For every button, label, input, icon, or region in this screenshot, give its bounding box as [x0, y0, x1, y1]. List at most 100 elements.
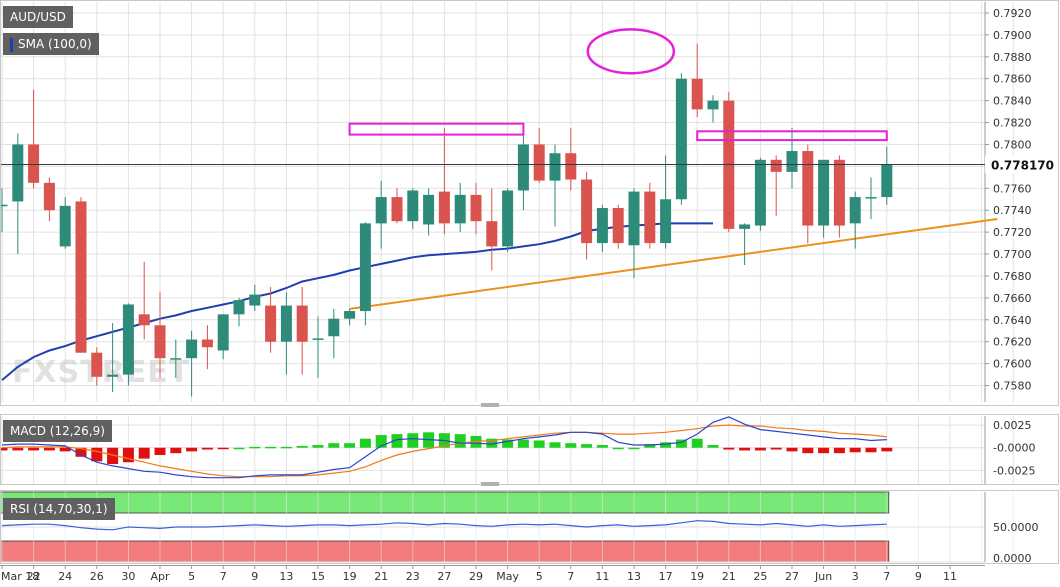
- date-tick-label-18: 7: [567, 570, 574, 583]
- macd-hist-bar-33: [517, 439, 529, 448]
- ascending-trendline: [349, 217, 998, 310]
- macd-hist-bar-39: [612, 447, 624, 450]
- price-tick-label-5: 0.7680: [993, 270, 1032, 283]
- candle-body-56: [881, 164, 893, 198]
- candle-body-49: [770, 159, 782, 172]
- macd-legend-label: MACD (12,26,9): [10, 424, 105, 438]
- rsi-panel[interactable]: 50.0000 0.0000: [0, 490, 1060, 565]
- rsi-panel-frame: [0, 490, 1059, 564]
- price-tick-label-16: 0.7900: [993, 29, 1032, 42]
- candle-body-27: [423, 194, 435, 225]
- candle-body-42: [660, 199, 672, 244]
- macd-panel-frame: [0, 414, 1059, 485]
- macd-hist-bar-46: [723, 447, 735, 450]
- candle-body-7: [107, 374, 119, 377]
- candle-body-43: [675, 78, 687, 200]
- macd-hist-bar-42: [660, 442, 672, 448]
- date-tick-label-12: 21: [374, 570, 388, 583]
- candle-body-22: [344, 311, 356, 319]
- date-tick-label-16: May: [496, 570, 519, 583]
- macd-resize-handle: [481, 482, 499, 486]
- candle-body-6: [91, 352, 103, 377]
- macd-hist-bar-3: [43, 447, 55, 451]
- candle-body-47: [739, 224, 751, 229]
- macd-tick-label-2: -0.0025: [993, 464, 1035, 477]
- macd-hist-bar-0: [0, 447, 8, 451]
- macd-hist-bar-1: [12, 447, 24, 451]
- candle-body-48: [754, 159, 766, 226]
- sma-color-swatch: [10, 37, 13, 52]
- candle-body-34: [533, 144, 545, 181]
- price-panel-frame: [0, 0, 1059, 406]
- date-tick-label-1: 22: [27, 570, 41, 583]
- macd-hist-bar-26: [407, 433, 419, 448]
- rsi-legend-label: RSI (14,70,30,1): [10, 502, 108, 516]
- candle-body-45: [707, 100, 719, 110]
- date-tick-label-7: 7: [220, 570, 227, 583]
- candle-body-55: [865, 197, 877, 199]
- current-price-label: 0.778170: [991, 159, 1054, 173]
- symbol-legend-label: AUD/USD: [10, 10, 66, 24]
- macd-hist-bar-5: [75, 447, 87, 457]
- price-chart-panel[interactable]: 0.7580 0.7600 0.7620 0.7640 0.7660 0.7680 0.77…: [0, 0, 1060, 407]
- macd-hist-bar-45: [707, 445, 719, 448]
- macd-hist-bar-52: [818, 447, 830, 454]
- symbol-legend[interactable]: AUD/USD: [3, 6, 73, 28]
- candle-body-39: [612, 208, 624, 244]
- macd-hist-bar-21: [328, 443, 340, 448]
- date-tick-label-5: Apr: [150, 570, 170, 583]
- macd-hist-bar-7: [107, 447, 119, 465]
- candle-body-13: [201, 339, 213, 348]
- macd-hist-bar-11: [170, 447, 182, 454]
- macd-hist-bar-31: [486, 438, 498, 448]
- candle-body-11: [170, 358, 182, 360]
- sma-legend-label: SMA (100,0): [18, 37, 92, 51]
- date-tick-label-11: 19: [343, 570, 357, 583]
- macd-hist-bar-44: [691, 438, 703, 448]
- macd-hist-bar-41: [644, 444, 656, 448]
- macd-hist-bar-4: [59, 447, 71, 452]
- current-price-tag: [985, 155, 1060, 174]
- price-tick-label-3: 0.7640: [993, 314, 1032, 327]
- candle-body-24: [375, 197, 387, 224]
- candle-body-15: [233, 300, 245, 315]
- macd-hist-bar-16: [249, 446, 261, 449]
- macd-hist-bar-49: [770, 447, 782, 450]
- macd-hist-bar-13: [201, 447, 213, 450]
- candle-body-52: [818, 159, 830, 226]
- macd-hist-bar-12: [186, 447, 198, 452]
- sma-legend[interactable]: SMA (100,0): [3, 33, 99, 55]
- macd-hist-bar-35: [549, 442, 561, 448]
- date-tick-label-10: 15: [311, 570, 325, 583]
- macd-hist-bar-6: [91, 447, 103, 462]
- macd-hist-bar-10: [154, 447, 166, 455]
- date-tick-label-22: 19: [690, 570, 704, 583]
- macd-hist-bar-48: [754, 447, 766, 451]
- date-tick-label-30: 11: [943, 570, 957, 583]
- macd-legend[interactable]: MACD (12,26,9): [3, 420, 112, 442]
- macd-tick-label-0: 0.0025: [993, 419, 1032, 432]
- macd-hist-bar-24: [375, 435, 387, 448]
- candle-body-33: [517, 144, 529, 191]
- candle-body-53: [833, 159, 845, 226]
- rsi-line: [1, 520, 887, 531]
- macd-hist-bar-25: [391, 434, 403, 448]
- candle-body-36: [565, 153, 577, 180]
- date-tick-label-13: 23: [406, 570, 420, 583]
- candle-body-14: [217, 314, 229, 351]
- macd-hist-bar-8: [122, 447, 134, 463]
- candle-body-51: [802, 151, 814, 226]
- candle-body-44: [691, 78, 703, 110]
- macd-hist-bar-14: [217, 447, 229, 450]
- candle-body-32: [502, 190, 514, 247]
- price-tick-label-12: 0.7820: [993, 117, 1032, 130]
- candle-body-17: [265, 305, 277, 342]
- macd-panel[interactable]: 0.0025 -0.0000 -0.0025: [0, 414, 1060, 486]
- resistance-highlight-box-0: [348, 122, 525, 136]
- date-tick-label-17: 5: [536, 570, 543, 583]
- rsi-legend[interactable]: RSI (14,70,30,1): [3, 498, 115, 520]
- macd-hist-bar-40: [628, 447, 640, 450]
- candle-body-8: [122, 304, 134, 375]
- macd-hist-bar-56: [881, 447, 893, 452]
